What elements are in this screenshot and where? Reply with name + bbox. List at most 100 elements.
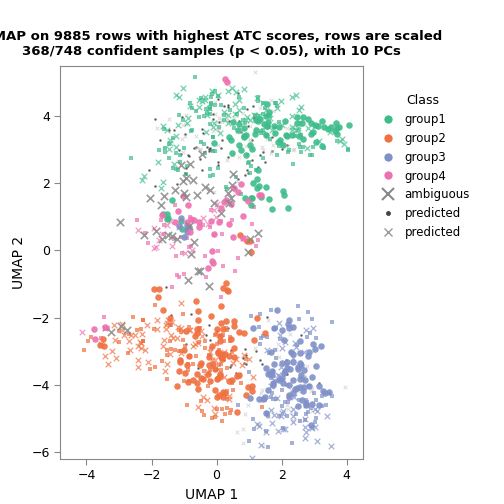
Point	[262, 132, 270, 140]
Point	[174, 207, 182, 215]
Point	[157, 216, 165, 224]
Point	[296, 337, 304, 345]
Point	[215, 113, 223, 121]
Point	[101, 323, 109, 331]
Point	[252, 126, 260, 134]
Point	[220, 356, 228, 364]
Point	[271, 346, 279, 354]
Point	[307, 316, 316, 324]
Point	[174, 273, 182, 281]
Point	[289, 389, 297, 397]
Point	[263, 121, 271, 130]
Point	[279, 424, 287, 432]
Point	[303, 362, 311, 370]
Point	[218, 355, 226, 363]
Point	[283, 361, 291, 369]
Point	[314, 380, 323, 388]
Point	[235, 117, 243, 125]
Point	[241, 345, 249, 353]
Point	[241, 119, 249, 127]
Point	[247, 247, 255, 256]
Point	[233, 110, 241, 118]
Point	[208, 90, 216, 98]
Point	[289, 353, 297, 361]
Point	[262, 131, 270, 139]
Point	[263, 136, 271, 144]
Point	[234, 254, 242, 262]
Point	[260, 129, 268, 137]
Point	[214, 246, 222, 255]
Point	[324, 125, 332, 133]
Point	[229, 170, 237, 178]
Point	[235, 95, 243, 103]
Point	[146, 364, 154, 372]
Point	[171, 218, 179, 226]
Point	[325, 388, 333, 396]
Point	[166, 314, 174, 322]
Point	[256, 340, 264, 348]
Point	[223, 395, 231, 403]
Point	[170, 201, 178, 209]
Point	[209, 363, 217, 371]
Point	[256, 309, 264, 318]
Point	[155, 146, 163, 154]
Point	[269, 395, 277, 403]
Point	[217, 101, 225, 109]
Point	[165, 115, 173, 123]
Point	[270, 360, 278, 368]
Point	[174, 223, 182, 231]
Point	[229, 386, 237, 394]
Point	[162, 283, 170, 291]
Point	[188, 360, 197, 368]
Point	[192, 106, 200, 114]
Point	[225, 117, 233, 125]
Point	[246, 122, 255, 130]
Point	[189, 376, 197, 385]
Point	[118, 320, 126, 328]
Point	[206, 366, 214, 374]
Point	[261, 158, 269, 166]
Point	[292, 343, 300, 351]
Point	[169, 334, 177, 342]
Point	[210, 230, 218, 238]
Point	[199, 375, 207, 384]
Point	[161, 148, 169, 156]
Point	[268, 389, 276, 397]
Point	[163, 126, 171, 134]
Point	[212, 213, 220, 221]
Point	[160, 230, 168, 238]
Point	[258, 389, 266, 397]
Point	[178, 327, 186, 335]
Point	[214, 348, 222, 356]
Point	[225, 395, 233, 403]
Point	[197, 374, 205, 382]
Point	[206, 172, 214, 180]
Point	[176, 358, 184, 366]
Point	[260, 120, 268, 129]
Point	[177, 347, 185, 355]
Point	[294, 388, 302, 396]
Point	[235, 106, 243, 114]
Point	[181, 120, 190, 128]
Point	[231, 173, 239, 181]
Point	[295, 416, 303, 424]
Point	[238, 361, 246, 369]
Point	[177, 161, 185, 169]
Point	[299, 387, 307, 395]
Point	[283, 132, 291, 140]
Point	[217, 319, 225, 327]
Point	[268, 367, 276, 375]
Point	[268, 205, 276, 213]
Point	[281, 366, 289, 374]
Point	[145, 165, 153, 173]
Point	[198, 97, 206, 105]
Point	[180, 271, 188, 279]
Point	[183, 234, 191, 242]
Point	[298, 113, 306, 121]
Point	[190, 144, 198, 152]
Point	[203, 111, 211, 119]
Point	[281, 117, 289, 125]
Point	[217, 204, 225, 212]
Point	[276, 331, 284, 339]
Point	[177, 214, 185, 222]
